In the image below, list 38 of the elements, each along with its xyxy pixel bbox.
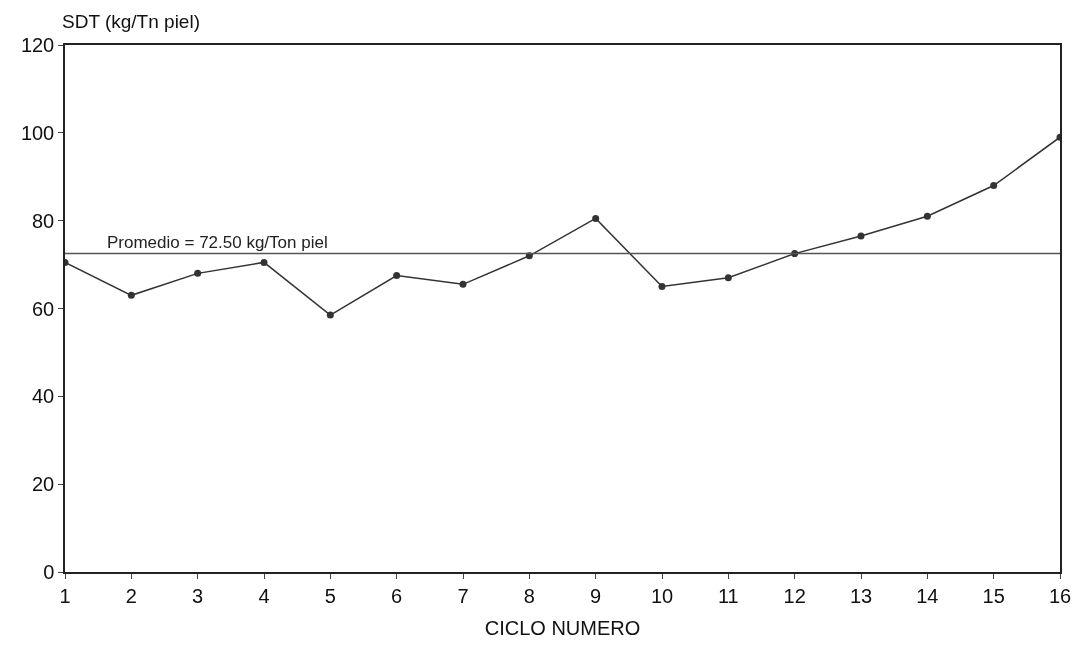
x-tick-label: 9	[590, 584, 602, 607]
point	[658, 283, 666, 291]
x-tick-label: 3	[192, 584, 204, 607]
x-tick-label: 14	[916, 584, 939, 607]
point	[260, 258, 268, 266]
point	[857, 232, 865, 240]
x-tick-label: 13	[849, 584, 873, 607]
point	[923, 212, 931, 220]
x-tick-label: 5	[324, 584, 336, 607]
y-tick-label: 100	[20, 121, 55, 144]
y-tick-label: 20	[32, 473, 55, 496]
y-tick-label: 40	[32, 385, 55, 408]
point	[127, 291, 135, 299]
x-axis-title: CICLO NUMERO	[484, 616, 641, 639]
y-tick-label: 0	[43, 561, 55, 583]
x-tick-label: 2	[125, 584, 137, 607]
y-axis-title: SDT (kg/Tn piel)	[62, 11, 200, 32]
point	[724, 274, 732, 282]
y-tick-label: 120	[20, 34, 55, 56]
x-tick-label: 4	[258, 584, 270, 607]
x-tick-label: 12	[783, 584, 806, 607]
y-tick-label: 80	[32, 209, 55, 232]
y-tick-label: 60	[32, 297, 55, 320]
x-tick-label: 11	[717, 584, 739, 607]
x-tick-label: 1	[59, 584, 71, 607]
x-tick-label: 8	[523, 584, 535, 607]
x-tick-label: 10	[650, 584, 674, 607]
x-tick-label: 15	[982, 584, 1005, 607]
point	[990, 182, 998, 190]
ref-line-label: Promedio = 72.50 kg/Ton piel	[107, 233, 328, 252]
x-tick-label: 7	[457, 584, 469, 607]
point	[592, 214, 600, 222]
point	[326, 311, 334, 319]
point	[459, 280, 467, 288]
x-tick-label: 16	[1048, 584, 1072, 607]
x-tick-label: 6	[391, 584, 403, 607]
point	[194, 269, 202, 277]
point	[393, 272, 401, 280]
